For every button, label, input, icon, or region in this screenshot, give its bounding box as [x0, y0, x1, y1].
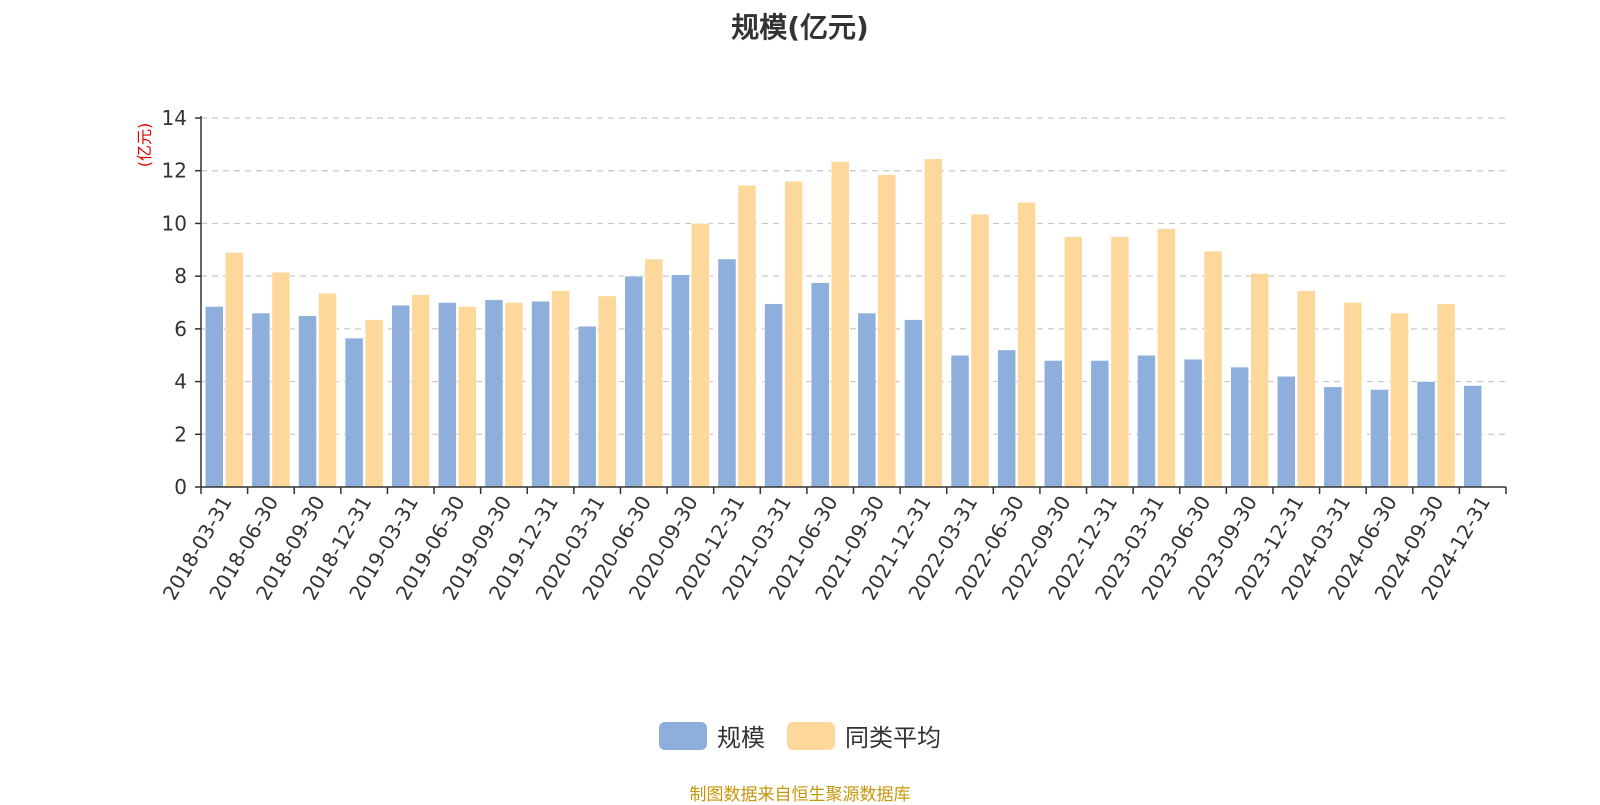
bar-scale — [717, 258, 737, 488]
bar-peer-average — [364, 319, 384, 488]
y-tick-label: 6 — [174, 317, 187, 341]
bar-scale — [857, 312, 877, 488]
bar-peer-average — [644, 258, 664, 488]
source-note: 制图数据来自恒生聚源数据库 — [689, 785, 911, 805]
legend-item-scale[interactable]: 规模 — [659, 718, 765, 753]
bar-scale — [671, 274, 690, 488]
bar-scale — [1463, 385, 1482, 488]
bar-peer-average — [1063, 236, 1083, 488]
bar-scale — [904, 319, 923, 488]
bar-peer-average — [830, 161, 850, 488]
bar-peer-average — [924, 158, 943, 488]
bar-scale — [438, 302, 457, 488]
chart-title: 规模(亿元) — [731, 11, 869, 44]
bar-scale — [764, 303, 783, 488]
bar-scale — [1137, 354, 1156, 488]
bar-peer-average — [877, 174, 897, 488]
bar-peer-average — [1250, 273, 1269, 488]
bar-chart: 0 2 4 6 8 10 12 14 2018-03-312018-06-302018-09-… — [135, 106, 1507, 604]
y-tick-label: 14 — [162, 106, 187, 130]
bar-peer-average — [1203, 250, 1223, 488]
bar-peer-average — [1436, 303, 1456, 488]
bar-peer-average — [318, 293, 337, 488]
y-tick-label: 0 — [174, 475, 187, 499]
bar-peer-average — [1017, 202, 1036, 488]
bar-peer-average — [1390, 312, 1409, 488]
y-tick-label: 8 — [174, 264, 187, 288]
bar-scale — [344, 337, 364, 488]
y-tick-label: 10 — [162, 211, 187, 235]
bar-scale — [1183, 358, 1203, 488]
grid-lines — [201, 117, 1506, 435]
bar-peer-average — [1343, 302, 1363, 488]
legend-swatch — [787, 721, 835, 750]
bar-peer-average — [784, 181, 803, 488]
bar-peer-average — [271, 271, 291, 488]
y-tick-label: 2 — [174, 422, 187, 446]
bar-scale — [1230, 366, 1249, 488]
bar-scale — [205, 306, 224, 488]
bar-scale — [1323, 386, 1343, 488]
legend-item-peer-average[interactable]: 同类平均 — [787, 718, 941, 753]
bar-scale — [997, 349, 1016, 488]
y-tick-label: 12 — [162, 159, 187, 183]
bar-peer-average — [1297, 290, 1316, 488]
bar-peer-average — [458, 306, 477, 488]
bar-scale — [391, 304, 410, 488]
y-axis-unit-label: (亿元) — [135, 123, 154, 168]
bar-scale — [1370, 389, 1389, 488]
bar-scale — [1090, 360, 1110, 488]
bar-scale — [1277, 376, 1296, 488]
bar-scale — [484, 299, 504, 488]
bar-scale — [298, 315, 317, 488]
bar-peer-average — [551, 290, 570, 488]
y-tick-label: 4 — [174, 370, 187, 394]
bar-scale — [577, 325, 597, 488]
legend: 规模 同类平均 — [0, 718, 1600, 753]
bars — [205, 158, 1482, 488]
bar-peer-average — [737, 184, 757, 488]
legend-label: 规模 — [717, 724, 765, 752]
bar-peer-average — [504, 302, 524, 488]
bar-scale — [1043, 360, 1063, 488]
bar-scale — [950, 354, 970, 488]
bar-scale — [251, 312, 271, 488]
bar-scale — [624, 275, 644, 488]
legend-swatch — [659, 721, 707, 750]
bar-peer-average — [225, 252, 244, 488]
bar-peer-average — [411, 294, 430, 488]
legend-label: 同类平均 — [845, 724, 941, 752]
bar-peer-average — [1110, 236, 1130, 488]
x-tick-labels: 2018-03-312018-06-302018-09-302018-12-31… — [158, 487, 1507, 604]
bar-peer-average — [597, 295, 617, 488]
bar-scale — [1416, 381, 1436, 488]
bar-peer-average — [1157, 228, 1176, 488]
y-tick-labels: 0 2 4 6 8 10 12 14 — [162, 106, 201, 499]
bar-scale — [531, 300, 550, 488]
bar-peer-average — [691, 223, 710, 488]
bar-peer-average — [970, 213, 990, 488]
bar-scale — [810, 282, 830, 488]
